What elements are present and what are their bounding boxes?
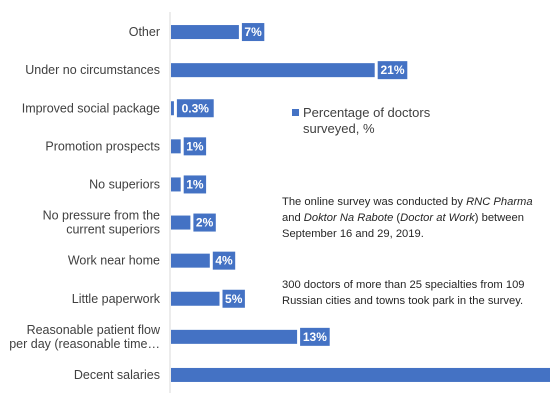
- bar: [171, 139, 181, 154]
- category-label-line: Under no circumstances: [25, 63, 160, 77]
- bar: [171, 177, 181, 192]
- bar: [171, 215, 191, 230]
- data-label-box: [377, 61, 408, 80]
- category-label-line: Promotion prospects: [45, 139, 160, 153]
- category-label: Other: [129, 25, 160, 39]
- bar: [171, 291, 220, 306]
- data-label: 1%: [186, 177, 204, 191]
- category-label: Promotion prospects: [45, 139, 160, 153]
- data-label-box: [183, 137, 207, 156]
- data-label: 21%: [380, 63, 404, 77]
- data-label: 5%: [225, 292, 243, 306]
- data-label: 13%: [303, 330, 327, 344]
- bar: [171, 329, 298, 344]
- category-label: Decent salaries: [74, 368, 160, 382]
- category-label-line: Improved social package: [22, 101, 160, 115]
- data-label: 4%: [215, 254, 233, 268]
- survey-note-rnc-pharma: RNC Pharma: [466, 196, 533, 208]
- data-label-box: [300, 327, 330, 346]
- bar: [171, 63, 375, 78]
- category-label: Under no circumstances: [25, 63, 160, 77]
- survey-note-dates: ) between September 16 and 29, 2019.: [282, 212, 524, 240]
- category-label-line: No superiors: [89, 177, 160, 191]
- category-label-line: per day (reasonable time…: [9, 337, 160, 351]
- category-label-line: current superiors: [66, 223, 160, 237]
- data-label: 2%: [196, 216, 214, 230]
- survey-note: The online survey was conducted by RNC P…: [282, 194, 542, 242]
- survey-note-intro: The online survey was conducted by: [282, 196, 467, 208]
- survey-note-and: and: [282, 212, 304, 224]
- legend: Percentage of doctors surveyed, %: [292, 105, 463, 137]
- data-labels-group: 7%21%0.3%1%1%2%4%5%13%46%: [176, 23, 408, 346]
- category-label: No superiors: [89, 177, 160, 191]
- bar: [171, 101, 174, 116]
- legend-swatch: [292, 109, 299, 116]
- category-label-line: Little paperwork: [72, 292, 161, 306]
- data-label-box: [222, 289, 245, 308]
- category-labels-group: Other Under no circumstances Improved soci…: [9, 25, 161, 382]
- data-label-box: [193, 213, 216, 232]
- survey-note-doctor-at-work: Doctor at Work: [400, 212, 475, 224]
- data-label: 7%: [244, 25, 262, 39]
- survey-note-paren: (: [393, 212, 401, 224]
- category-label-line: Decent salaries: [74, 368, 160, 382]
- data-label-box: [176, 99, 214, 118]
- category-label: Improved social package: [22, 101, 160, 115]
- category-label-line: No pressure from the: [43, 209, 160, 223]
- bar: [171, 367, 550, 382]
- category-label-line: Work near home: [68, 254, 160, 268]
- category-label-line: Other: [129, 25, 160, 39]
- data-label-box: [212, 251, 236, 270]
- bar: [171, 25, 239, 40]
- category-label: Reasonable patient flow per day (reasonab…: [9, 323, 161, 351]
- category-label: Work near home: [68, 254, 160, 268]
- bar: [171, 253, 210, 268]
- legend-label: Percentage of doctors surveyed, %: [303, 105, 431, 136]
- bars-group: [171, 25, 550, 382]
- data-label: 1%: [186, 139, 204, 153]
- survey-note-doktor-na-rabote: Doktor Na Rabote: [303, 212, 394, 224]
- data-label: 0.3%: [182, 101, 210, 115]
- participants-note: 300 doctors of more than 25 specialties …: [282, 279, 525, 307]
- category-label-line: Reasonable patient flow: [27, 323, 161, 337]
- data-label-box: [183, 175, 207, 194]
- category-label: Little paperwork: [72, 292, 161, 306]
- data-label-box: [241, 23, 265, 42]
- category-label: No pressure from the current superiors: [43, 209, 160, 237]
